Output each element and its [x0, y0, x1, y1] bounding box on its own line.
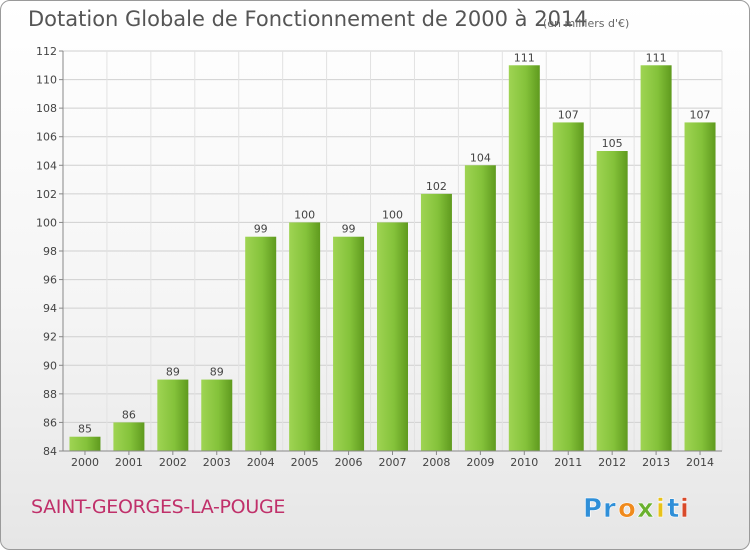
x-tick-label-2006: 2006: [335, 456, 363, 469]
bar-2013: [640, 65, 672, 452]
y-tick-label: 110: [36, 74, 57, 87]
logo-letter: P: [583, 494, 602, 524]
x-tick-label-2010: 2010: [510, 456, 538, 469]
y-tick-label: 112: [36, 45, 57, 58]
data-label-2003: 89: [210, 366, 224, 379]
commune-name: SAINT-GEORGES-LA-POUGE: [31, 496, 286, 518]
data-label-2005: 100: [294, 208, 315, 221]
data-label-2007: 100: [382, 208, 403, 221]
logo-letter: i: [656, 494, 665, 524]
y-tick-label: 84: [43, 445, 57, 458]
bar-2010: [508, 65, 540, 452]
logo-letter: r: [603, 494, 616, 524]
x-tick-label-2008: 2008: [422, 456, 450, 469]
bar-2007: [377, 222, 408, 451]
bar-2006: [333, 236, 365, 451]
bar-2008: [420, 193, 452, 451]
x-tick-label-2013: 2013: [642, 456, 670, 469]
logo-letter: t: [667, 494, 679, 524]
chart-title: Dotation Globale de Fonctionnement de 20…: [28, 7, 588, 31]
x-tick-label-2003: 2003: [203, 456, 231, 469]
logo-letter: o: [618, 494, 636, 524]
bar-2000: [69, 436, 101, 451]
y-tick-label: 106: [36, 131, 57, 144]
y-tick-label: 86: [43, 416, 57, 429]
data-label-2004: 99: [254, 223, 268, 236]
data-label-2002: 89: [166, 366, 180, 379]
y-tick-label: 102: [36, 188, 57, 201]
logo-letter: i: [680, 494, 689, 524]
y-tick-label: 88: [43, 388, 57, 401]
bar-2014: [684, 122, 716, 451]
bar-2004: [245, 236, 277, 451]
data-label-2000: 85: [78, 423, 92, 436]
bar-2012: [596, 151, 628, 451]
bar-2011: [552, 122, 584, 451]
data-label-2014: 107: [690, 108, 711, 121]
y-tick-label: 90: [43, 359, 57, 372]
data-label-2010: 111: [514, 51, 535, 64]
y-tick-label: 108: [36, 102, 57, 115]
data-label-2001: 86: [122, 408, 136, 421]
x-tick-label-2011: 2011: [554, 456, 582, 469]
bar-layer: [69, 65, 716, 452]
y-tick-label: 92: [43, 331, 57, 344]
y-tick-label: 96: [43, 274, 57, 287]
bar-2009: [464, 165, 496, 452]
data-label-2012: 105: [602, 137, 623, 150]
y-tick-label: 98: [43, 245, 57, 258]
bar-2002: [157, 379, 189, 451]
x-tick-label-2004: 2004: [247, 456, 275, 469]
x-tick-label-2002: 2002: [159, 456, 187, 469]
x-tick-label-2001: 2001: [115, 456, 143, 469]
x-tick-label-2005: 2005: [291, 456, 319, 469]
data-label-2013: 111: [646, 51, 667, 64]
x-tick-label-2014: 2014: [686, 456, 714, 469]
x-tick-label-2009: 2009: [466, 456, 494, 469]
y-tick-label: 104: [36, 159, 57, 172]
chart-subtitle: (en milliers d'€): [543, 17, 630, 30]
y-tick-label: 94: [43, 302, 57, 315]
bar-2001: [113, 422, 145, 451]
x-tick-label-2007: 2007: [379, 456, 407, 469]
data-label-2008: 102: [426, 180, 447, 193]
y-tick-label: 100: [36, 216, 57, 229]
label-layer: 85 86 89 89 99 100 99 100 102 104 111 107 105 111 107: [78, 51, 711, 435]
x-tick-label-2000: 2000: [71, 456, 99, 469]
bar-2003: [201, 379, 233, 451]
x-tick-label-2012: 2012: [598, 456, 626, 469]
axis-layer: 84 86 88 90 92 94 96 98 100 102 104 106 108 110 112 200…: [36, 45, 722, 469]
logo-letter: x: [637, 494, 654, 524]
data-label-2009: 104: [470, 151, 491, 164]
bar-2005: [289, 222, 321, 451]
data-label-2011: 107: [558, 108, 579, 121]
data-label-2006: 99: [342, 223, 356, 236]
